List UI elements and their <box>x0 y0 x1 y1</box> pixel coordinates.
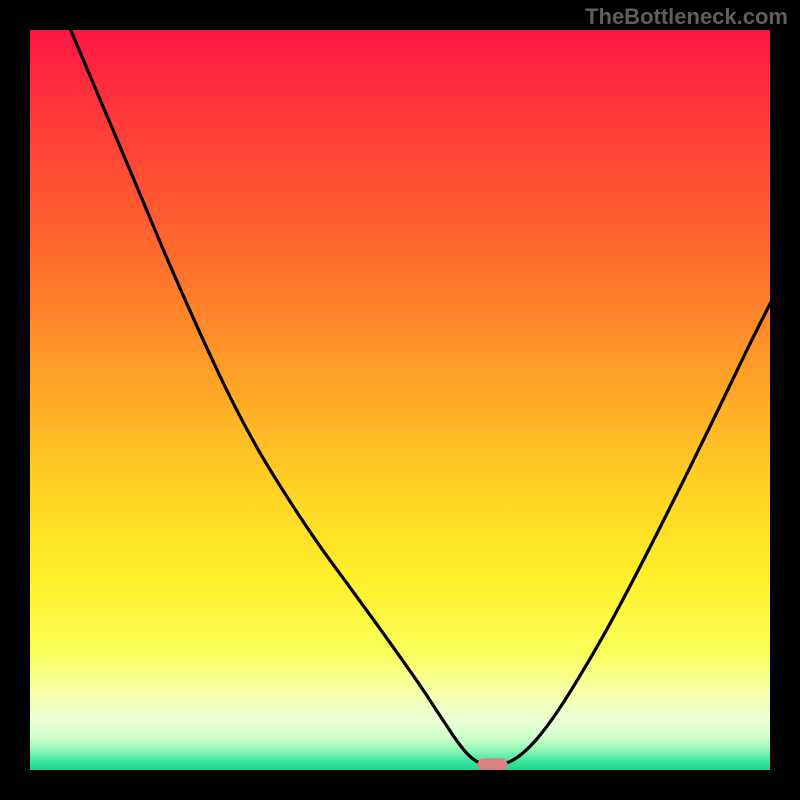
chart-frame: TheBottleneck.com <box>0 0 800 800</box>
bottleneck-chart <box>30 30 770 770</box>
optimum-marker <box>478 758 508 770</box>
plot-area <box>30 30 770 770</box>
attribution-text: TheBottleneck.com <box>585 4 788 30</box>
